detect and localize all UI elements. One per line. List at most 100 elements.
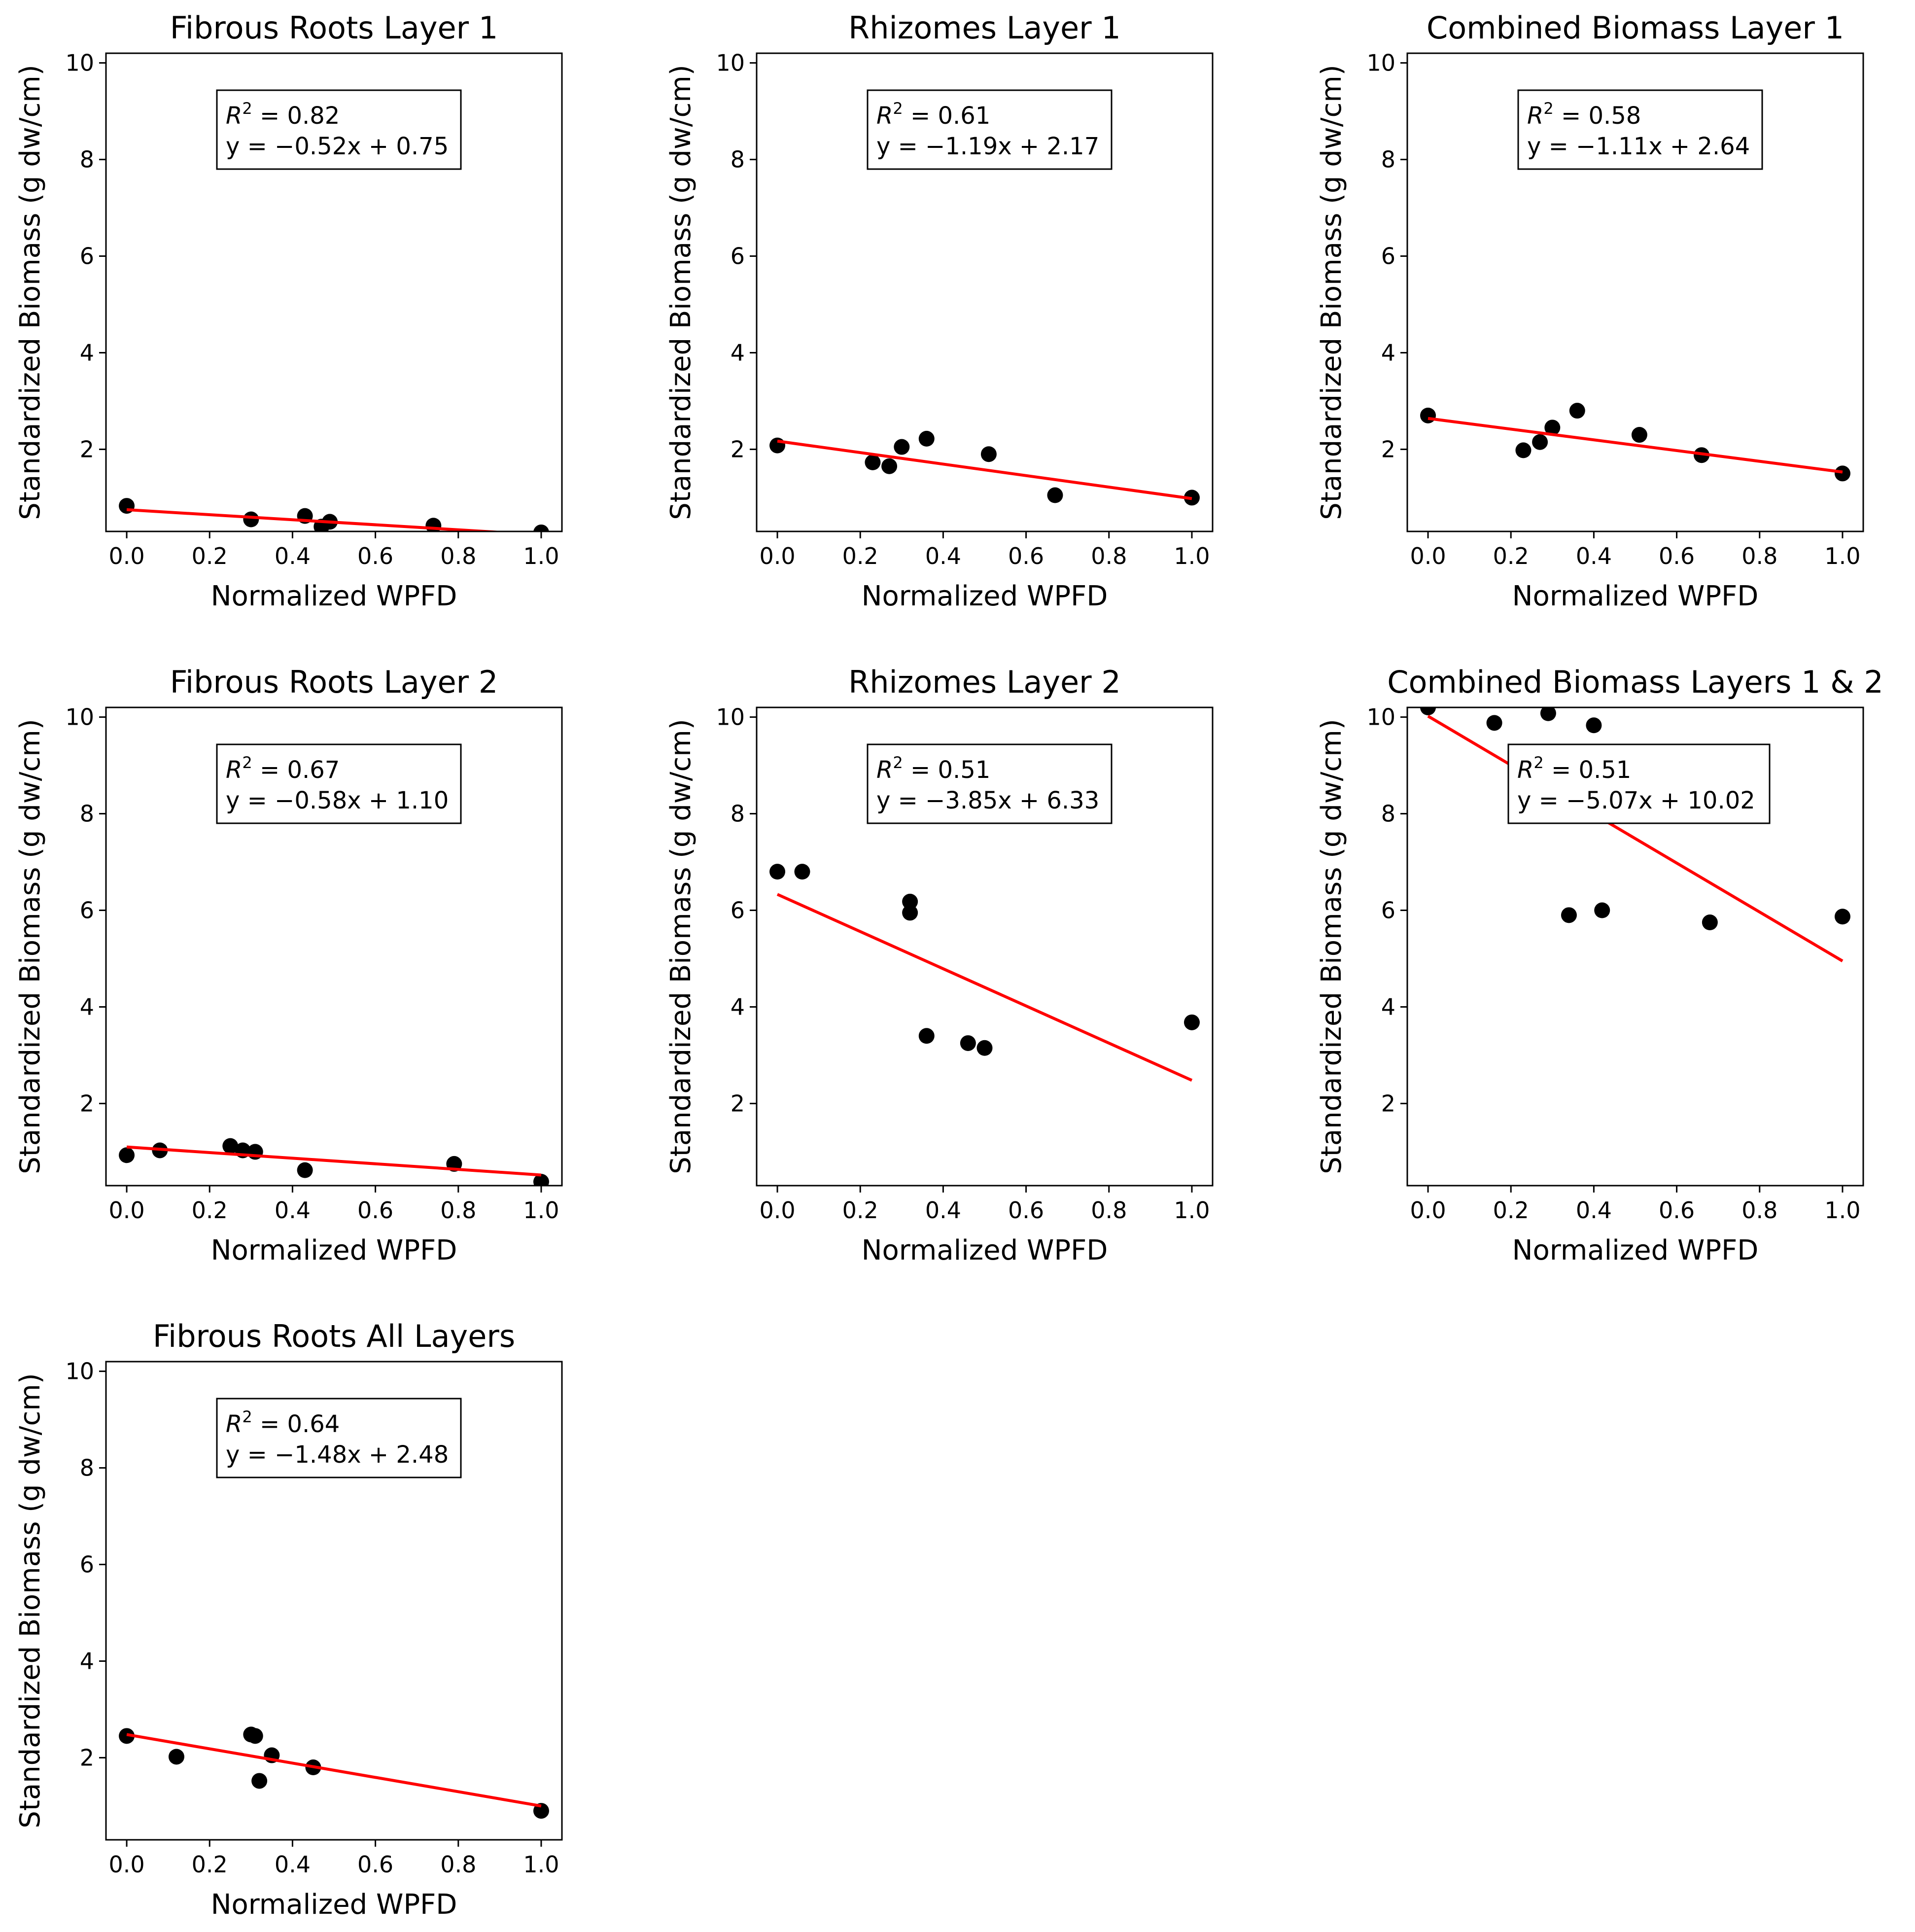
chart-3-xlabel: Normalized WPFD <box>1512 580 1759 612</box>
chart-3-r2-value: = 0.58 <box>1554 102 1641 130</box>
chart-5-point <box>794 864 810 880</box>
chart-7: Fibrous Roots All Layers 0.0 0.2 0.4 0.6 0.8 1… <box>14 1318 563 1921</box>
chart-3: Combined Biomass Layer 1 0.0 0.2 0.4 0.6 0.8 1… <box>1316 10 1864 612</box>
chart-7-r2-value: = 0.64 <box>252 1410 340 1438</box>
chart-3-point <box>1532 434 1548 450</box>
chart-5-r2-exponent: 2 <box>893 753 903 772</box>
chart-3-xtick-label: 0.4 <box>1576 543 1612 569</box>
chart-3-fit-line <box>1428 417 1843 474</box>
chart-1-xtick-label: 1.0 <box>523 543 559 569</box>
chart-7-r2-label: R <box>226 1410 242 1438</box>
chart-5-point <box>918 1028 935 1044</box>
chart-3-point <box>1515 442 1532 458</box>
chart-2-xlabel: Normalized WPFD <box>862 580 1108 612</box>
chart-2-xtick-label: 0.2 <box>842 543 878 569</box>
chart-3-xtick-label: 0.2 <box>1493 543 1529 569</box>
chart-4-plot-frame <box>105 706 563 1187</box>
chart-1-xtick-label: 0.4 <box>275 543 311 569</box>
chart-6-point <box>1540 707 1556 721</box>
chart-6-r2-label: R <box>1517 756 1533 784</box>
chart-1-point <box>243 511 259 527</box>
chart-2-point <box>918 430 935 447</box>
chart-7-plot-frame <box>105 1361 563 1841</box>
chart-5-point <box>1184 1014 1200 1030</box>
chart-7-equation: y = −1.48x + 2.48 <box>226 1441 449 1469</box>
chart-5-ytick-label: 2 <box>731 1090 745 1117</box>
chart-1-ytick-label: 8 <box>80 146 94 173</box>
chart-2-point <box>980 446 997 462</box>
chart-6-xtick-label: 0.4 <box>1576 1197 1612 1224</box>
chart-6-point <box>1486 715 1502 731</box>
chart-4-xtick-label: 0.0 <box>108 1197 144 1224</box>
chart-7-xtick-label: 0.8 <box>440 1851 476 1878</box>
chart-1-xtick-label: 0.0 <box>108 543 144 569</box>
chart-7-ytick-label: 6 <box>80 1551 94 1578</box>
chart-2-equation: y = −1.19x + 2.17 <box>876 133 1099 160</box>
chart-4-point <box>222 1138 239 1154</box>
chart-4-xtick-label: 0.2 <box>192 1197 228 1224</box>
chart-2-ytick-label: 8 <box>731 146 745 173</box>
chart-5-xtick-label: 0.6 <box>1008 1197 1044 1224</box>
chart-2: Rhizomes Layer 1 0.0 0.2 0.4 0.6 0.8 1.0 2 4 6 8 10… <box>665 10 1214 612</box>
chart-7-xtick-label: 1.0 <box>523 1851 559 1878</box>
chart-1-annotation-box <box>216 89 462 170</box>
chart-3-r2-text: R2 = 0.58 <box>1527 99 1641 130</box>
chart-2-ylabel: Standardized Biomass (g dw/cm) <box>665 65 697 520</box>
chart-3-ytick-label: 2 <box>1381 436 1395 462</box>
chart-2-point <box>865 454 881 470</box>
chart-7-ytick-label: 8 <box>80 1455 94 1481</box>
chart-6-xtick-label: 0.8 <box>1741 1197 1777 1224</box>
chart-3-point <box>1631 427 1647 443</box>
chart-5-xtick-label: 0.0 <box>759 1197 795 1224</box>
chart-5-xtick-label: 0.8 <box>1091 1197 1127 1224</box>
chart-1-ytick-label: 6 <box>80 243 94 270</box>
chart-4-ytick-label: 2 <box>80 1090 94 1117</box>
chart-1-xtick-label: 0.2 <box>192 543 228 569</box>
chart-3-xtick-label: 0.0 <box>1410 543 1446 569</box>
chart-5-ytick-label: 4 <box>731 993 745 1020</box>
chart-7-ytick-label: 10 <box>65 1358 94 1385</box>
chart-5-ytick-label: 6 <box>731 897 745 924</box>
chart-3-point <box>1834 465 1850 482</box>
chart-5-point <box>769 864 786 880</box>
chart-4-xtick-label: 0.8 <box>440 1197 476 1224</box>
chart-5-ytick-label: 8 <box>731 801 745 827</box>
chart-6-ytick-label: 2 <box>1381 1090 1395 1117</box>
chart-6-point <box>1594 902 1610 918</box>
chart-4-xlabel: Normalized WPFD <box>211 1234 457 1266</box>
chart-7-xtick-label: 0.2 <box>192 1851 228 1878</box>
chart-6-point <box>1834 909 1850 925</box>
chart-6-r2-text: R2 = 0.51 <box>1517 753 1631 784</box>
chart-7-point <box>251 1773 268 1789</box>
chart-6-xlabel: Normalized WPFD <box>1512 1234 1759 1266</box>
chart-2-annotation-box <box>867 89 1113 170</box>
chart-2-xtick-label: 1.0 <box>1174 543 1210 569</box>
chart-4-title: Fibrous Roots Layer 2 <box>170 664 498 700</box>
chart-2-r2-label: R <box>876 102 893 130</box>
chart-6-point <box>1420 707 1436 715</box>
chart-1-xtick-label: 0.6 <box>357 543 393 569</box>
chart-1-fit-line <box>126 508 510 531</box>
chart-1-title: Fibrous Roots Layer 1 <box>170 10 498 46</box>
chart-5-point <box>976 1040 993 1056</box>
chart-4-ytick-label: 10 <box>65 704 94 731</box>
chart-4-r2-text: R2 = 0.67 <box>226 753 340 784</box>
chart-4-ytick-label: 4 <box>80 993 94 1020</box>
chart-2-r2-value: = 0.61 <box>903 102 991 130</box>
chart-6-annotation-box <box>1507 743 1771 824</box>
chart-1-r2-value: = 0.82 <box>252 102 340 130</box>
chart-3-plot-frame <box>1406 52 1864 532</box>
chart-6-xtick-label: 0.0 <box>1410 1197 1446 1224</box>
chart-5-r2-value: = 0.51 <box>903 756 991 784</box>
chart-7-xtick-label: 0.0 <box>108 1851 144 1878</box>
chart-2-xtick-label: 0.6 <box>1008 543 1044 569</box>
chart-3-point <box>1569 403 1585 419</box>
chart-6-equation: y = −5.07x + 10.02 <box>1517 787 1755 814</box>
chart-7-xtick-label: 0.4 <box>275 1851 311 1878</box>
chart-1-equation: y = −0.52x + 0.75 <box>226 133 449 160</box>
chart-7-fit-line <box>126 1733 542 1808</box>
chart-1: Fibrous Roots Layer 1 0.0 0.2 0.4 0.6 0.8 1.0 2… <box>14 10 563 612</box>
chart-2-title: Rhizomes Layer 1 <box>848 10 1121 46</box>
chart-7-ytick-label: 4 <box>80 1648 94 1674</box>
chart-6-point <box>1586 717 1602 734</box>
